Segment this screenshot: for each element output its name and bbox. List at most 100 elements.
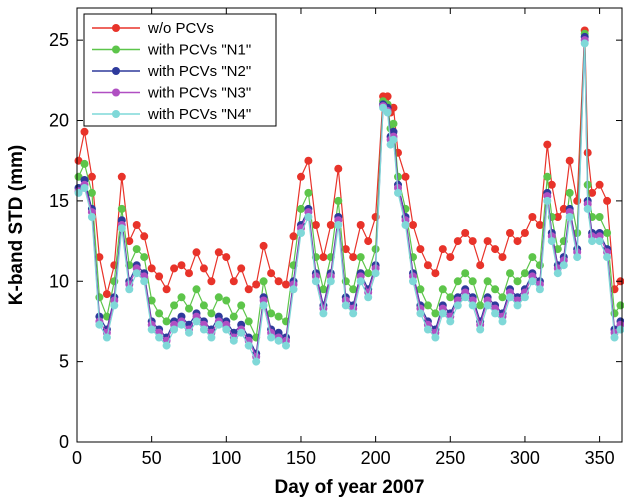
series-2-point — [438, 285, 447, 294]
series-1-point — [311, 221, 320, 229]
series-1-point — [162, 285, 171, 294]
series-2-point — [603, 229, 612, 237]
series-5-point — [364, 293, 373, 302]
series-5-point — [110, 301, 119, 310]
series-2-point — [185, 304, 193, 313]
series-2-point — [147, 296, 156, 305]
series-1-point — [177, 261, 186, 270]
series-5-point — [520, 293, 529, 302]
series-1-point — [483, 237, 492, 246]
series-5-point — [170, 325, 179, 334]
series-5-point — [155, 333, 164, 342]
series-2-point — [95, 293, 104, 302]
series-5-point — [535, 285, 544, 294]
x-tick-label: 50 — [142, 448, 162, 468]
series-2-point — [446, 293, 455, 302]
series-2-point — [371, 245, 380, 254]
series-5-point — [341, 301, 350, 310]
series-5-point — [319, 309, 328, 318]
x-tick-label: 0 — [72, 448, 82, 468]
series-1-point — [513, 237, 522, 246]
series-2-point — [140, 253, 149, 262]
series-1-point — [274, 277, 283, 286]
series-1-point — [304, 156, 313, 165]
series-5-point — [468, 301, 477, 310]
series-1-point — [401, 172, 410, 181]
series-1-point — [364, 237, 373, 246]
series-1-point — [229, 277, 238, 286]
series-1-point — [87, 172, 96, 181]
series-5-point — [583, 204, 592, 213]
series-5-point — [297, 229, 305, 237]
series-2-point — [595, 213, 604, 221]
series-1-point — [192, 248, 201, 257]
series-2-point — [491, 285, 500, 294]
series-2-point — [267, 309, 276, 318]
series-5-point — [334, 221, 343, 229]
series-2-point — [207, 309, 216, 318]
series-1-point — [147, 264, 156, 273]
series-1-point — [341, 245, 350, 254]
series-1-point — [476, 261, 485, 270]
series-2-point — [117, 204, 126, 213]
series-5-point — [207, 333, 216, 342]
series-5-point — [446, 317, 455, 326]
series-1-point — [207, 277, 216, 286]
series-5-point — [229, 336, 238, 345]
series-5-point — [498, 317, 507, 326]
series-2-point — [155, 309, 164, 318]
y-tick-label: 5 — [59, 352, 69, 372]
series-5-point — [244, 341, 253, 350]
series-1-point — [588, 188, 597, 197]
series-1-point — [132, 221, 141, 229]
series-1-point — [409, 221, 417, 229]
series-1-point — [95, 253, 104, 262]
y-tick-label: 0 — [59, 432, 69, 452]
series-1-point — [468, 237, 477, 246]
series-1-point — [102, 290, 111, 299]
series-5-point — [267, 333, 276, 342]
legend-label: with PCVs "N4" — [147, 106, 251, 123]
series-1-point — [553, 213, 562, 221]
series-2-point — [349, 285, 358, 294]
series-5-point — [389, 135, 398, 144]
series-2-point — [513, 277, 522, 286]
series-1-point — [438, 245, 447, 254]
y-tick-label: 10 — [49, 271, 69, 291]
y-tick-label: 25 — [49, 30, 69, 50]
series-1-point — [282, 280, 290, 289]
series-2-point — [506, 269, 514, 278]
series-2-point — [364, 269, 373, 278]
series-2-point — [222, 296, 231, 305]
series-2-point — [199, 301, 208, 310]
series-5-point — [282, 341, 290, 350]
legend-label: with PCVs "N3" — [147, 85, 251, 102]
series-5-point — [461, 293, 470, 302]
series-2-point — [87, 188, 96, 197]
series-5-point — [252, 357, 261, 366]
series-2-point — [214, 293, 223, 302]
series-2-point — [528, 253, 537, 262]
series-5-point — [311, 277, 320, 286]
series-1-point — [252, 280, 261, 289]
y-tick-label: 20 — [49, 111, 69, 131]
series-5-point — [409, 277, 417, 286]
series-2-point — [237, 301, 246, 310]
series-5-point — [383, 108, 392, 117]
series-1-point — [297, 172, 305, 181]
x-tick-label: 200 — [361, 448, 391, 468]
series-2-point — [431, 309, 440, 318]
series-1-point — [565, 156, 574, 165]
series-2-point — [132, 245, 141, 254]
series-1-point — [125, 237, 134, 246]
series-1-point — [185, 269, 193, 278]
series-5-point — [125, 285, 134, 294]
series-1-point — [547, 180, 556, 189]
series-2-point — [259, 277, 268, 286]
plot-frame — [76, 7, 623, 443]
series-1-point — [117, 172, 126, 181]
series-2-point — [80, 159, 89, 168]
series-5-point — [214, 320, 223, 329]
series-2-point — [483, 277, 492, 286]
